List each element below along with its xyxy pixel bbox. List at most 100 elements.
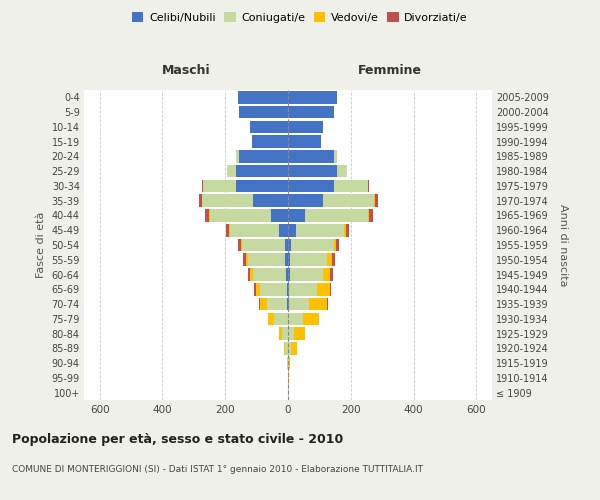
Bar	[286, 268, 288, 281]
Bar	[248, 268, 250, 281]
Bar	[296, 224, 344, 236]
Bar	[374, 194, 375, 207]
Bar	[288, 328, 293, 340]
Bar	[278, 224, 288, 236]
Bar	[202, 180, 203, 192]
Bar	[291, 238, 334, 252]
Bar	[327, 254, 332, 266]
Bar	[288, 283, 289, 296]
Bar	[253, 268, 286, 281]
Bar	[337, 165, 347, 177]
Bar	[290, 268, 323, 281]
Y-axis label: Anni di nascita: Anni di nascita	[559, 204, 568, 286]
Bar	[288, 120, 323, 133]
Bar	[203, 180, 236, 192]
Bar	[288, 209, 305, 222]
Bar	[291, 342, 297, 354]
Bar	[290, 254, 327, 266]
Bar	[336, 238, 338, 252]
Bar	[239, 106, 288, 118]
Bar	[317, 283, 330, 296]
Bar	[288, 194, 323, 207]
Bar	[227, 165, 236, 177]
Bar	[287, 283, 288, 296]
Legend: Celibi/Nubili, Coniugati/e, Vedovi/e, Divorziati/e: Celibi/Nubili, Coniugati/e, Vedovi/e, Di…	[128, 8, 472, 28]
Text: Femmine: Femmine	[358, 64, 422, 78]
Bar	[278, 328, 282, 340]
Bar	[239, 150, 288, 162]
Bar	[288, 238, 291, 252]
Bar	[236, 165, 288, 177]
Bar	[199, 194, 202, 207]
Bar	[305, 209, 368, 222]
Bar	[271, 209, 288, 222]
Bar	[346, 224, 349, 236]
Bar	[246, 254, 248, 266]
Bar	[334, 180, 368, 192]
Bar	[229, 224, 230, 236]
Bar	[288, 372, 289, 384]
Bar	[310, 298, 326, 310]
Bar	[288, 224, 296, 236]
Bar	[202, 194, 253, 207]
Bar	[344, 224, 346, 236]
Bar	[241, 238, 242, 252]
Bar	[284, 342, 286, 354]
Bar	[375, 194, 379, 207]
Bar	[288, 357, 289, 370]
Bar	[236, 180, 288, 192]
Bar	[334, 150, 337, 162]
Bar	[205, 209, 209, 222]
Bar	[368, 209, 369, 222]
Bar	[248, 254, 286, 266]
Bar	[332, 254, 335, 266]
Bar	[288, 254, 290, 266]
Bar	[368, 180, 369, 192]
Bar	[323, 194, 374, 207]
Bar	[242, 238, 285, 252]
Bar	[253, 194, 288, 207]
Bar	[260, 298, 266, 310]
Bar	[238, 238, 241, 252]
Bar	[331, 268, 333, 281]
Text: Popolazione per età, sesso e stato civile - 2010: Popolazione per età, sesso e stato civil…	[12, 432, 343, 446]
Bar	[289, 283, 317, 296]
Text: Maschi: Maschi	[161, 64, 211, 78]
Bar	[287, 357, 288, 370]
Bar	[288, 91, 337, 104]
Bar	[243, 254, 246, 266]
Bar	[288, 268, 290, 281]
Bar	[288, 136, 321, 148]
Bar	[288, 150, 334, 162]
Bar	[286, 342, 288, 354]
Bar	[330, 283, 331, 296]
Bar	[260, 283, 287, 296]
Bar	[288, 342, 291, 354]
Bar	[303, 312, 319, 325]
Y-axis label: Fasce di età: Fasce di età	[36, 212, 46, 278]
Bar	[238, 91, 288, 104]
Bar	[323, 268, 331, 281]
Bar	[287, 298, 288, 310]
Bar	[288, 312, 303, 325]
Bar	[288, 165, 337, 177]
Bar	[293, 328, 305, 340]
Text: COMUNE DI MONTERIGGIONI (SI) - Dati ISTAT 1° gennaio 2010 - Elaborazione TUTTITA: COMUNE DI MONTERIGGIONI (SI) - Dati ISTA…	[12, 466, 423, 474]
Bar	[288, 298, 289, 310]
Bar	[236, 150, 239, 162]
Bar	[259, 298, 260, 310]
Bar	[282, 328, 288, 340]
Bar	[252, 136, 288, 148]
Bar	[226, 224, 229, 236]
Bar	[289, 357, 290, 370]
Bar	[250, 120, 288, 133]
Bar	[288, 180, 334, 192]
Bar	[285, 238, 288, 252]
Bar	[286, 254, 288, 266]
Bar	[254, 283, 256, 296]
Bar	[268, 312, 274, 325]
Bar	[230, 224, 278, 236]
Bar	[256, 283, 260, 296]
Bar	[288, 106, 334, 118]
Bar	[334, 238, 336, 252]
